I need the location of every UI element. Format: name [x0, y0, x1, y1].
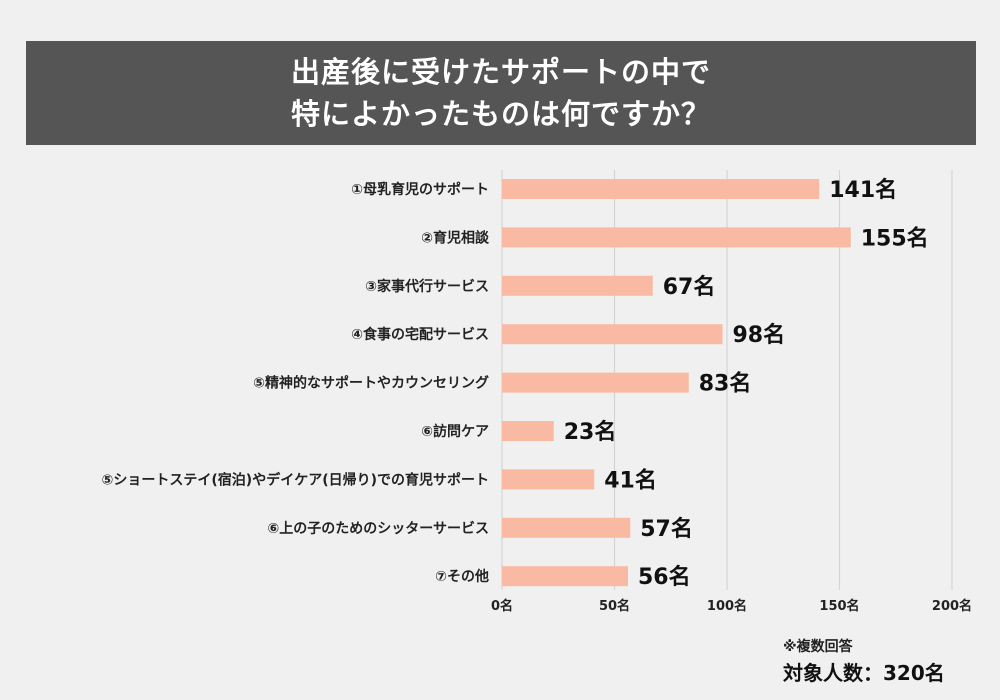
value-labels: 141名 155名 67名 98名 83名 23名 41名 57名 56名 [564, 177, 929, 590]
value-label-5: 83名 [699, 371, 752, 397]
bar-3 [502, 275, 653, 296]
category-labels: ①母乳育児のサポート ②育児相談 ③家事代行サービス ④食事の宅配サービス ⑤精神的なサ… [102, 181, 490, 585]
category-label-2: ②育児相談 [421, 229, 490, 246]
category-label-5: ⑤精神的なサポートやカウンセリング [253, 375, 489, 392]
bar-1 [502, 179, 820, 199]
x-tick-label-150: 150名 [819, 598, 859, 614]
category-label-1: ①母乳育児のサポート [351, 181, 489, 198]
bar-2 [502, 227, 851, 248]
bar-4 [502, 324, 723, 345]
x-tick-label-0: 0名 [491, 598, 513, 614]
value-label-8: 57名 [640, 516, 693, 542]
value-label-4: 98名 [733, 322, 786, 348]
category-label-6: ⑥訪問ケア [421, 423, 489, 440]
category-label-9: ⑦その他 [435, 568, 489, 585]
bars [502, 179, 851, 587]
x-tick-label-50: 50名 [599, 598, 630, 614]
category-label-4: ④食事の宅配サービス [351, 326, 489, 343]
multiple-answer-note: ※複数回答 [783, 639, 853, 655]
value-label-6: 23名 [564, 419, 617, 445]
x-tick-label-200: 200名 [932, 598, 972, 614]
bar-6 [502, 421, 554, 441]
value-label-1: 141名 [829, 177, 897, 203]
x-axis-ticks: 0名 50名 100名 150名 200名 [491, 598, 972, 614]
value-label-9: 56名 [638, 564, 691, 590]
value-label-3: 67名 [663, 274, 716, 300]
bar-5 [502, 372, 689, 393]
chart-title-line-1: 出産後に受けたサポートの中で [290, 55, 711, 89]
value-label-7: 41名 [604, 467, 657, 493]
title-banner: 出産後に受けたサポートの中で 特によかったものは何ですか？ [26, 41, 976, 145]
value-label-2: 155名 [861, 225, 929, 251]
category-label-3: ③家事代行サービス [365, 278, 489, 295]
chart-title-line-2: 特によかったものは何ですか？ [290, 97, 711, 131]
bar-9 [502, 566, 628, 587]
bar-8 [502, 517, 631, 538]
respondent-count: 対象人数：320名 [783, 661, 945, 685]
x-tick-label-100: 100名 [707, 598, 747, 614]
bar-7 [502, 469, 595, 490]
category-label-7: ⑤ショートステイ(宿泊)やデイケア(日帰り)での育児サポート [102, 471, 489, 488]
category-label-8: ⑥上の子のためのシッターサービス [267, 521, 489, 537]
